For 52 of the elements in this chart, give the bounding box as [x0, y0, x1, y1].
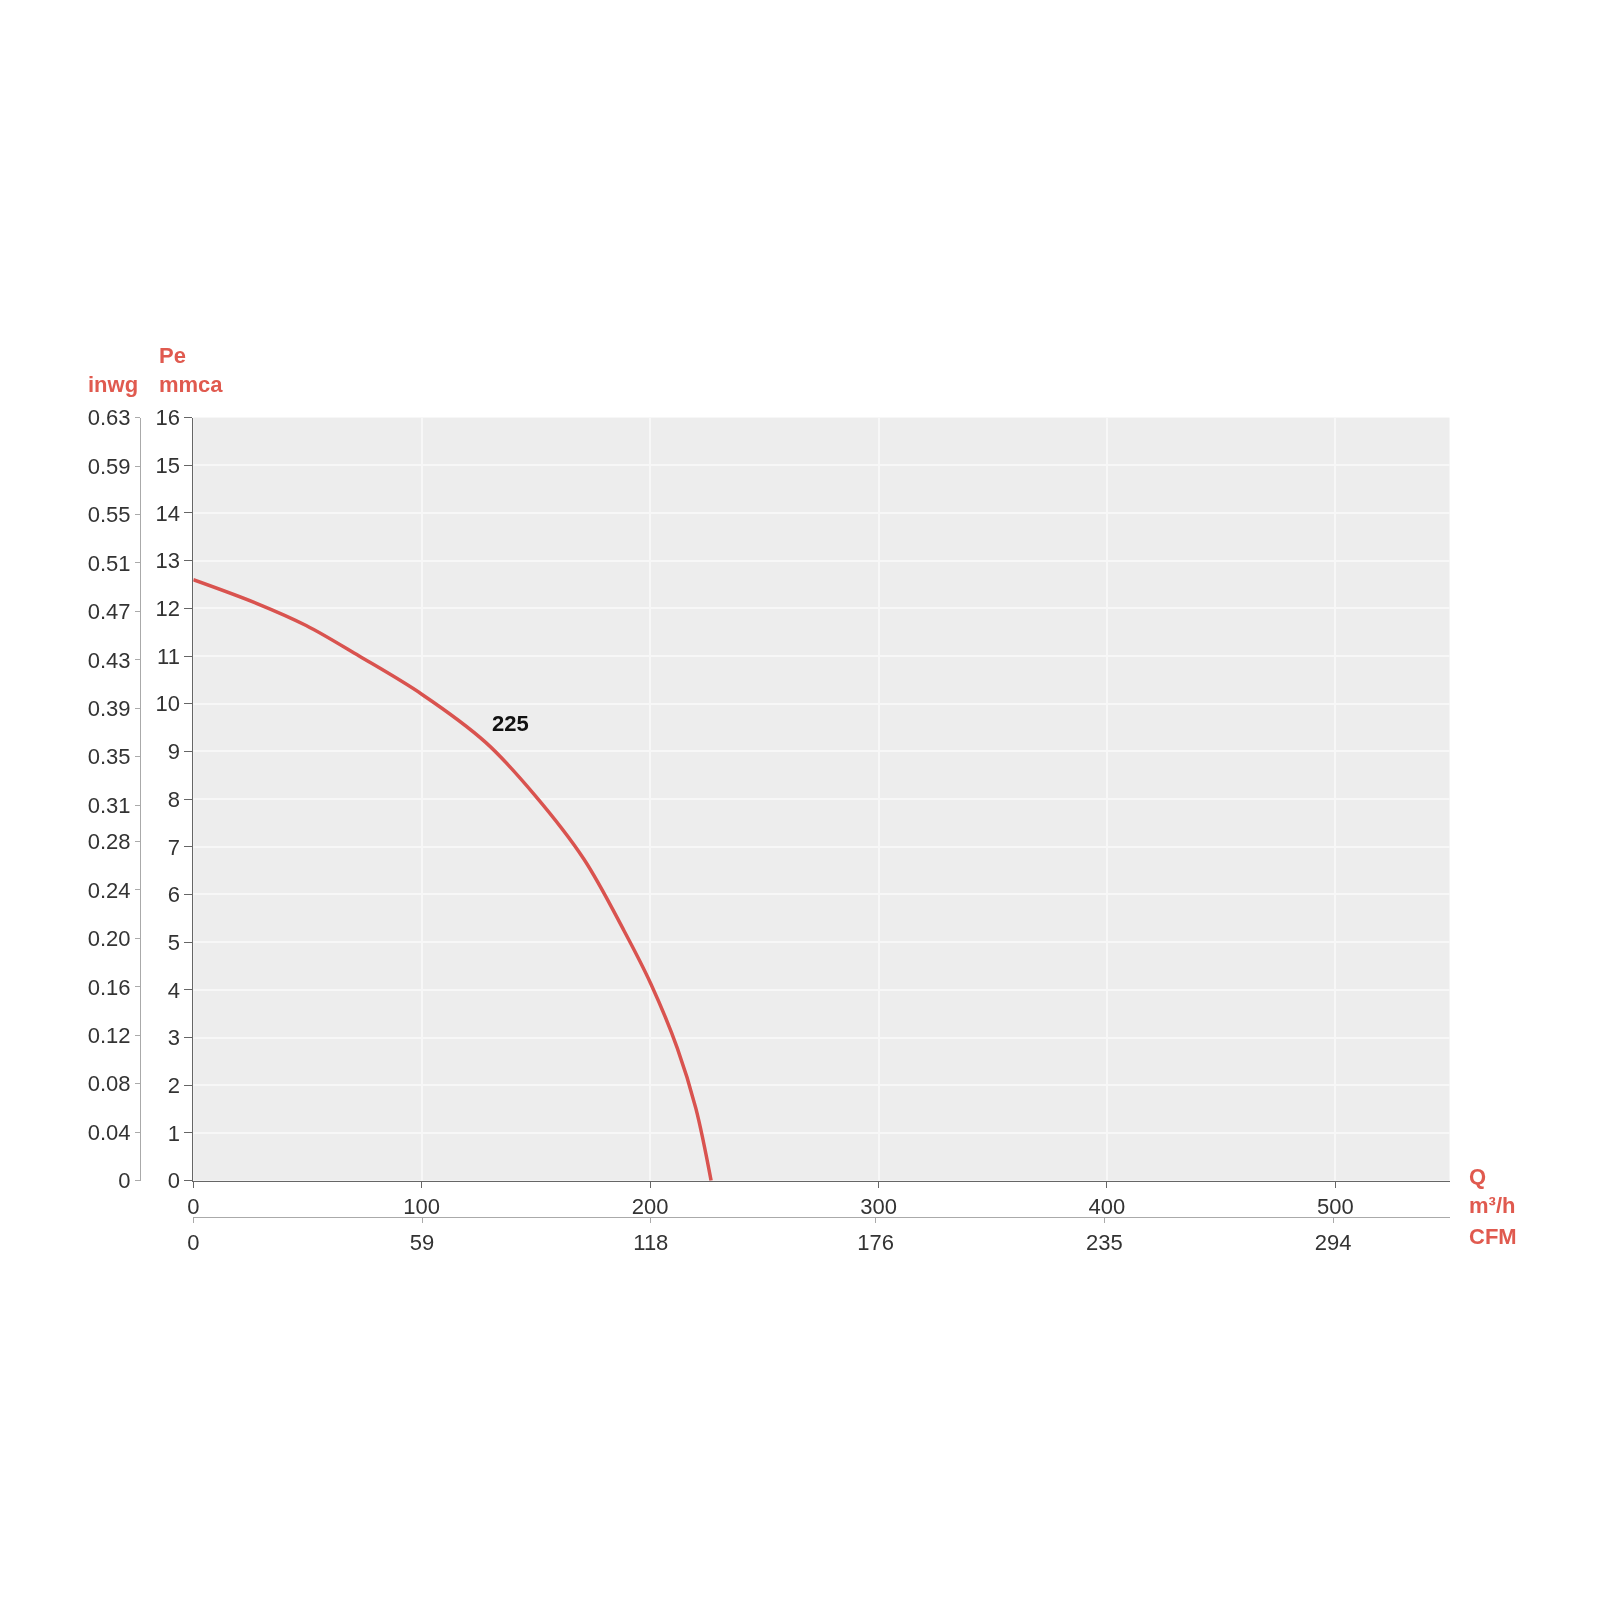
x-axis-title: Q m³/h	[1469, 1164, 1516, 1218]
y-axis-title: Pe mmca	[159, 343, 224, 397]
y-tick-label: 16	[155, 405, 180, 431]
y-tick-label: 13	[155, 548, 180, 574]
y2-tick-label: 0.24	[87, 877, 131, 903]
y2-tick-label: 0.39	[87, 695, 131, 721]
x2-tick-label: 294	[1314, 1229, 1352, 1255]
y2-tick-label: 0.59	[87, 453, 131, 479]
y-tick-label: 2	[167, 1072, 180, 1098]
x-tick-label: 300	[860, 1194, 897, 1220]
y2-tick-label: 0.12	[87, 1023, 131, 1048]
y2-tick-label: 0.51	[87, 550, 131, 576]
y-tick-label: 11	[157, 643, 180, 669]
y-tick-label: 14	[155, 500, 180, 526]
y2-tick-label: 0.55	[87, 502, 131, 528]
y2-tick-label: 0.08	[87, 1071, 131, 1097]
y2-tick-label: 0.04	[87, 1119, 131, 1145]
y-tick-label: 3	[167, 1025, 180, 1051]
x2-tick-label: 118	[633, 1229, 669, 1255]
x2-tick-label: 235	[1086, 1229, 1123, 1255]
x-tick-label: 0	[187, 1194, 200, 1220]
y2-tick-label: 0.28	[87, 829, 131, 855]
x-tick-label: 500	[1316, 1194, 1354, 1220]
y-tick-label: 0	[167, 1168, 180, 1194]
x2-tick-label: 176	[857, 1229, 895, 1255]
y2-tick-label: 0.47	[87, 599, 131, 625]
y-tick-label: 5	[167, 929, 180, 955]
y-tick-label: 10	[155, 691, 180, 717]
y2-tick-label: 0.20	[87, 926, 131, 952]
y-tick-label: 6	[167, 882, 180, 908]
y2-tick-label: 0.63	[87, 405, 131, 431]
y-tick-label: 8	[167, 786, 180, 812]
y2-tick-label: 0.31	[87, 792, 131, 818]
y-tick-label: 15	[155, 452, 180, 478]
x-tick-label: 200	[631, 1194, 669, 1220]
y-tick-label: 9	[167, 739, 180, 765]
y-tick-label: 7	[167, 834, 180, 860]
y2-tick-label: 0.16	[87, 974, 131, 1000]
x-tick-label: 100	[403, 1194, 441, 1220]
x2-tick-label: 0	[187, 1229, 200, 1255]
y-tick-label: 12	[155, 596, 180, 622]
y-tick-label: 4	[167, 977, 180, 1003]
y2-axis-title: inwg	[88, 372, 139, 397]
y2-tick-label: 0.43	[87, 647, 131, 673]
x2-axis-title: CFM	[1469, 1224, 1517, 1249]
x2-tick-label: 59	[409, 1229, 435, 1255]
y2-tick-label: 0.35	[87, 744, 131, 770]
series-label: 225	[492, 711, 529, 736]
x-tick-label: 400	[1088, 1194, 1126, 1220]
y2-tick-label: 0	[118, 1168, 131, 1194]
y-tick-label: 1	[167, 1120, 180, 1146]
line-series	[193, 577, 713, 1181]
